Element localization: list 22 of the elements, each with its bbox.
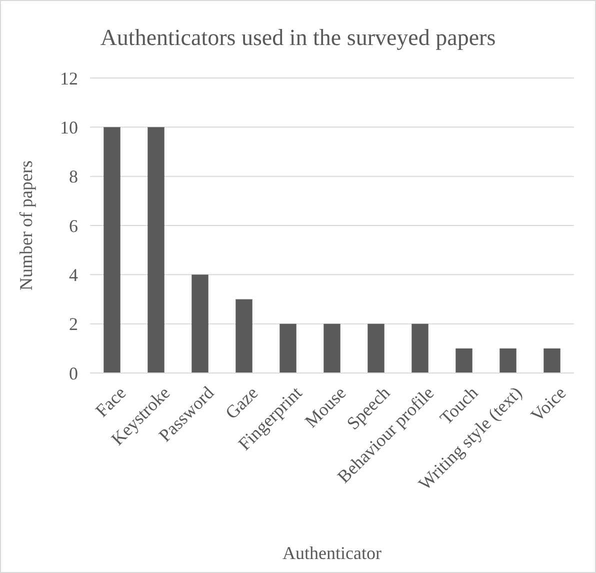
- bar: [412, 324, 428, 373]
- bar: [192, 274, 208, 373]
- bar: [104, 127, 120, 373]
- bar: [324, 324, 340, 373]
- y-tick-label: 4: [69, 264, 78, 285]
- y-tick-label: 0: [69, 363, 78, 384]
- bar: [456, 348, 472, 373]
- bar: [500, 348, 516, 373]
- bar: [236, 299, 252, 373]
- y-axis-title: Number of papers: [16, 160, 36, 290]
- bar: [544, 348, 560, 373]
- y-tick-label: 2: [69, 314, 78, 334]
- y-tick-label: 8: [69, 166, 78, 187]
- bar: [148, 127, 164, 373]
- y-tick-label: 6: [69, 216, 78, 236]
- y-tick-label: 12: [60, 68, 78, 88]
- x-tick-label: Voice: [526, 382, 570, 426]
- chart-title: Authenticators used in the surveyed papers: [100, 25, 496, 50]
- bar: [280, 324, 296, 373]
- bar: [368, 324, 384, 373]
- y-tick-label: 10: [60, 117, 78, 138]
- x-axis-title: Authenticator: [282, 543, 382, 563]
